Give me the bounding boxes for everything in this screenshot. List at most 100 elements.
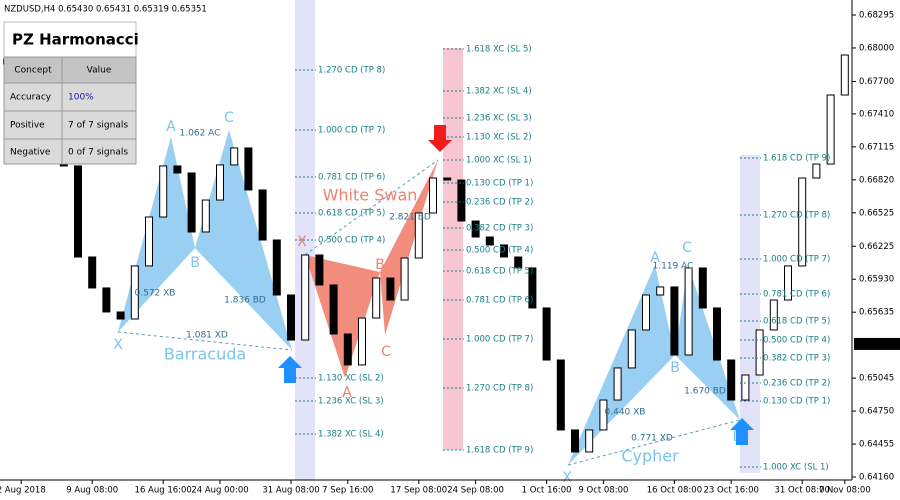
level-label: 0.382 CD (TP 3)	[763, 354, 830, 364]
candle	[812, 163, 821, 179]
candle	[670, 286, 679, 356]
annotation: 0.572 XB	[135, 289, 176, 299]
annotation: B	[670, 360, 680, 376]
y-tick-label: 0.64750	[859, 407, 894, 417]
candle	[315, 254, 324, 286]
level-label: 1.618 CD (TP 9)	[466, 446, 533, 456]
x-tick-label: 1 Oct 16:00	[522, 486, 572, 496]
x-tick-label: 16 Aug 16:00	[135, 486, 192, 496]
candle	[840, 54, 849, 96]
y-tick-label: 0.67115	[859, 142, 894, 152]
level-label: 0.781 CD (TP 6)	[466, 296, 533, 306]
buy-arrow	[730, 418, 754, 445]
x-tick-label: 31 Aug 08:00	[262, 486, 319, 496]
pattern-shape	[380, 160, 438, 335]
candle	[627, 329, 636, 369]
y-tick-label: 0.67410	[859, 109, 894, 119]
level-label: 1.000 CD (TP 7)	[763, 255, 830, 265]
candle	[358, 317, 366, 366]
y-tick-label: 0.66525	[859, 208, 894, 218]
candle	[727, 359, 736, 401]
table-header-cell: Concept	[14, 66, 52, 76]
candle	[741, 374, 750, 401]
annotation: X	[113, 337, 123, 353]
table-body	[3, 82, 137, 165]
candles	[3, 54, 849, 453]
annotation: 1.062 AC	[180, 129, 221, 139]
level-label: 0.500 CD (TP 4)	[763, 336, 830, 346]
level-label: 0.781 CD (TP 6)	[763, 290, 830, 300]
annotation: B	[190, 255, 200, 271]
y-tick-label: 0.68000	[859, 43, 894, 53]
candle	[343, 333, 352, 366]
candle	[102, 287, 111, 313]
x-tick-label: 24 Aug 00:00	[191, 486, 248, 496]
y-tick-label: 0.65045	[859, 374, 894, 384]
candle	[116, 311, 125, 320]
candle	[187, 172, 196, 233]
candle	[414, 212, 423, 259]
candle	[272, 239, 281, 296]
candle	[301, 254, 310, 341]
level-label: 0.500 CD (TP 4)	[466, 246, 533, 256]
annotation: 1.670 BD	[684, 387, 726, 397]
candle	[443, 177, 452, 181]
candle	[457, 179, 466, 222]
annotation: 1.081 XD	[186, 331, 228, 341]
candle	[173, 165, 182, 174]
level-label: 0.500 CD (TP 4)	[318, 236, 385, 246]
candle	[798, 177, 807, 267]
overlay: 1.270 CD (TP 8) 1.000 CD (TP 7) 0.781 CD (…	[113, 45, 830, 487]
table-cell: Accuracy	[10, 93, 52, 103]
buy-arrow	[278, 356, 302, 383]
level-label: 1.000 XC (SL 1)	[466, 156, 532, 166]
level-label: 0.130 CD (TP 1)	[466, 179, 533, 189]
level-label: 0.236 CD (TP 2)	[466, 198, 533, 208]
level-label: 0.618 CD (TP 5)	[466, 267, 533, 277]
x-tick-label: 16 Oct 08:00	[647, 486, 702, 496]
candle	[684, 267, 693, 356]
candle	[329, 284, 338, 335]
annotation: White Swan	[323, 186, 418, 205]
candle	[599, 399, 608, 431]
x-tick-label: 24 Sep 08:00	[447, 486, 504, 496]
candle	[145, 216, 153, 267]
level-label: 1.000 XC (SL 1)	[763, 463, 829, 473]
candle	[826, 94, 835, 165]
annotation: Barracuda	[164, 345, 246, 364]
candle	[400, 257, 409, 301]
level-label: 0.618 CD (TP 5)	[318, 209, 385, 219]
x-tick-label: 9 Oct 08:00	[578, 486, 628, 496]
candle	[542, 307, 551, 361]
candle	[755, 329, 764, 376]
level-label: 0.130 CD (TP 1)	[763, 397, 830, 407]
annotation: 2.821 BD	[389, 213, 431, 223]
candle	[74, 165, 82, 258]
current-price: 0.65351	[858, 339, 893, 349]
candle	[244, 147, 253, 191]
candle	[556, 359, 565, 431]
y-tick-label: 0.64160	[859, 473, 894, 483]
annotation: 0.771 XD	[631, 434, 673, 444]
annotation: B	[375, 257, 385, 273]
candle	[201, 199, 210, 233]
candle	[585, 429, 594, 453]
level-label: 1.000 CD (TP 7)	[466, 335, 533, 345]
level-label: 1.236 XC (SL 3)	[318, 397, 384, 407]
annotation: A	[166, 119, 176, 135]
candle	[571, 429, 579, 453]
chart-title: NZDUSD,H4 0.65430 0.65431 0.65319 0.6535…	[4, 5, 207, 15]
annotation: A	[650, 250, 660, 266]
y-tick-label: 0.66820	[859, 175, 894, 185]
level-label: 1.382 XC (SL 4)	[318, 430, 384, 440]
candle	[642, 294, 650, 331]
y-tick-label: 0.68295	[859, 11, 894, 21]
candle	[500, 244, 508, 258]
level-label: 1.130 XC (SL 2)	[318, 374, 384, 384]
candle	[528, 267, 537, 309]
table-cell: Negative	[10, 148, 51, 158]
annotation: 1.119 AC	[653, 262, 694, 272]
x-tick-label: 7 Sep 16:00	[322, 486, 373, 496]
candle	[230, 147, 239, 166]
